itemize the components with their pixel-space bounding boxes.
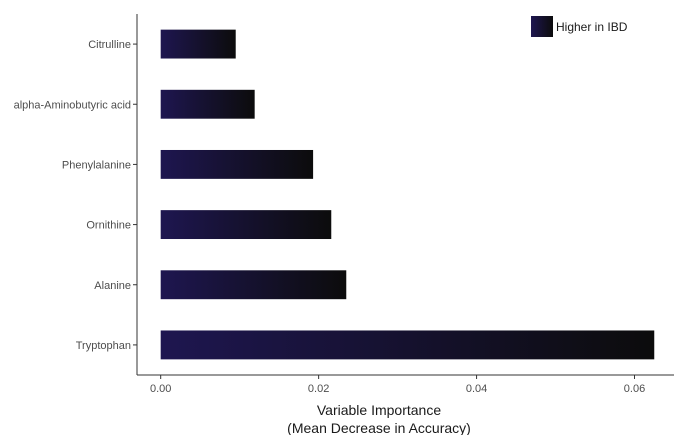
y-tick-label: Citrulline: [88, 39, 131, 51]
legend-swatch: [531, 16, 553, 37]
y-tick-label: Alanine: [94, 280, 131, 292]
bar-citrulline: [160, 29, 236, 59]
y-tick-label: alpha-Aminobutyric acid: [14, 99, 131, 111]
bar-tryptophan: [160, 330, 655, 360]
bar-phenylalanine: [160, 149, 314, 179]
bar-alpha-aminobutyric-acid: [160, 89, 255, 119]
legend: Higher in IBD: [531, 16, 628, 37]
x-tick-label: 0.00: [150, 383, 171, 395]
bars-layer: [160, 29, 655, 360]
x-axis-title-line1: Variable Importance: [317, 402, 441, 418]
y-tick-label: Tryptophan: [76, 340, 131, 352]
bar-ornithine: [160, 210, 332, 240]
y-tick-label: Phenylalanine: [62, 159, 131, 171]
bar-alanine: [160, 270, 347, 300]
x-tick-label: 0.04: [466, 383, 487, 395]
y-axis-ticks: Citrulline alpha-Aminobutyric acid Phenyla…: [14, 39, 137, 352]
x-axis-title-line2: (Mean Decrease in Accuracy): [287, 420, 471, 435]
y-tick-label: Ornithine: [86, 220, 131, 232]
x-axis-ticks: 0.00 0.02 0.04 0.06: [150, 375, 645, 395]
legend-label: Higher in IBD: [556, 20, 628, 34]
x-tick-label: 0.02: [308, 383, 329, 395]
x-tick-label: 0.06: [624, 383, 645, 395]
